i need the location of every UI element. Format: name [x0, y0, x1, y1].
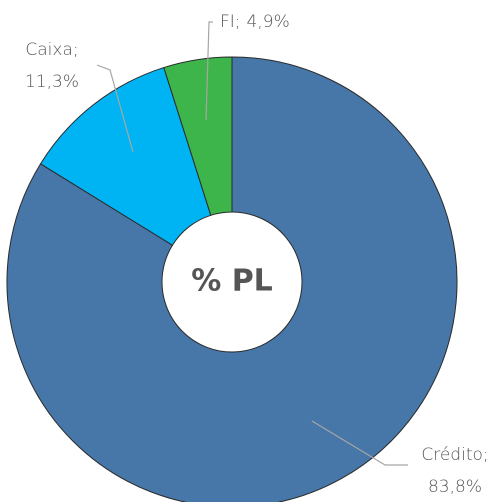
- value-label: 4,9%: [247, 12, 290, 32]
- value-label: 11,3%: [25, 72, 79, 92]
- leader-line: [311, 420, 408, 466]
- category-label: Caixa;: [25, 40, 78, 60]
- category-label: Crédito;: [421, 445, 488, 465]
- donut-slice: [163, 56, 233, 216]
- donut-slice: [39, 66, 212, 246]
- donut-slice: [6, 56, 458, 502]
- center-label: % PL: [191, 264, 273, 299]
- category-label: FI;: [220, 12, 241, 32]
- value-label: 83,8%: [428, 477, 482, 497]
- data-label: FI; 4,9%: [220, 12, 290, 32]
- leader-line: [205, 21, 213, 121]
- leader-line: [96, 64, 134, 153]
